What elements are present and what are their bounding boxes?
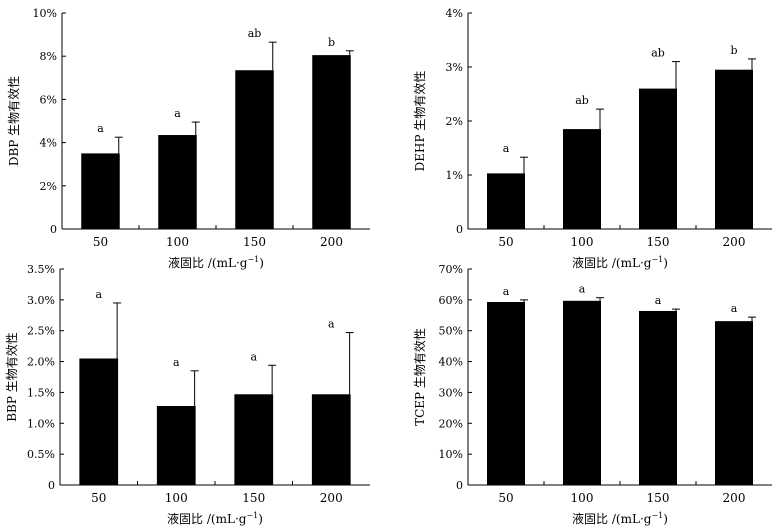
x-tick-label: 100 [571,235,594,249]
y-tick-label: 3.5% [27,263,55,276]
y-tick-label: 50% [439,325,463,338]
significance-letter: b [328,36,335,49]
y-tick-label: 8% [40,50,57,63]
bar [563,300,601,485]
y-tick-label: 2.5% [27,325,55,338]
x-tick-label: 200 [320,235,343,249]
y-tick-label: 0 [50,223,57,236]
x-tick-label: 100 [166,235,189,249]
bar [639,310,677,485]
y-tick-label: 10% [33,7,57,20]
bar [156,406,196,485]
y-tick-label: 1.0% [27,417,55,430]
x-tick-label: 50 [498,235,513,249]
x-tick-label: 150 [647,491,670,505]
panel-bbp: 0 0.5% 1.0% 1.5% 2.0% 2.5% 3.0% 3.5% a 50 a 100 a 150… [4,263,370,526]
x-tick-label: 50 [93,235,108,249]
x-axis-title: 液固比 /(mL·g−1) [572,511,668,526]
x-tick-label: 100 [571,491,594,505]
y-tick-label: 0 [48,479,55,492]
x-tick-label: 200 [320,491,343,505]
significance-letter: a [503,285,510,298]
y-axis-title: TCEP 生物有效性 [412,328,427,426]
y-tick-label: 3.0% [27,294,55,307]
y-tick-label: 70% [439,263,463,276]
y-axis-title: DEHP 生物有效性 [412,71,427,172]
x-tick-label: 50 [91,491,106,505]
y-tick-label: 60% [439,294,463,307]
x-tick-label: 150 [243,235,266,249]
significance-letter: b [730,44,737,57]
bar [79,358,119,485]
significance-letter: a [97,122,104,135]
panel-dehp: 0 1% 2% 3% 4% a 50 ab 100 ab 150 b 200 液固比 /(mL·g−1) D… [412,7,772,270]
y-tick-label: 4% [40,137,57,150]
x-axis-title: 液固比 /(mL·g−1) [168,255,264,270]
x-axis-title: 液固比 /(mL·g−1) [572,255,668,270]
x-tick-label: 50 [498,491,513,505]
y-tick-label: 0.5% [27,448,55,461]
y-tick-label: 20% [439,417,463,430]
bar [311,394,351,485]
significance-letter: a [250,350,257,363]
significance-letter: a [731,302,738,315]
bar [234,394,274,485]
y-tick-label: 0 [456,223,463,236]
significance-letter: a [173,356,180,369]
y-tick-label: 40% [439,356,463,369]
significance-letter: ab [248,27,262,40]
y-axis-title: DBP 生物有效性 [6,76,21,166]
significance-letter: a [95,288,102,301]
panel-dbp: 0 2% 4% 6% 8% 10% a 50 a 100 ab 150 b 200 液固比 /(mL·g−1… [6,7,370,270]
significance-letter: a [503,142,510,155]
y-axis-title: BBP 生物有效性 [4,332,19,422]
significance-letter: a [579,283,586,296]
y-tick-label: 1% [446,169,463,182]
bar [487,173,525,229]
x-tick-label: 150 [242,491,265,505]
x-tick-label: 150 [647,235,670,249]
y-tick-label: 2% [446,115,463,128]
x-tick-label: 200 [723,235,746,249]
bar [563,129,601,229]
bar [312,55,351,230]
x-tick-label: 100 [165,491,188,505]
significance-letter: a [655,294,662,307]
bar [715,321,753,485]
bar [235,70,274,230]
bar [158,135,197,229]
y-tick-label: 6% [40,93,57,106]
y-tick-label: 2% [40,180,57,193]
y-tick-label: 30% [439,386,463,399]
y-tick-label: 4% [446,7,463,20]
bar [81,153,120,229]
y-tick-label: 1.5% [27,386,55,399]
significance-letter: ab [651,47,665,60]
y-tick-label: 10% [439,448,463,461]
significance-letter: a [174,107,181,120]
significance-letter: ab [575,94,589,107]
significance-letter: a [328,318,335,331]
panel-tcep: 0 10% 20% 30% 40% 50% 60% 70% a 50 a 100 a 150 a 200 液固比… [412,263,772,526]
y-tick-label: 3% [446,61,463,74]
x-axis-title: 液固比 /(mL·g−1) [167,511,263,526]
y-tick-label: 2.0% [27,356,55,369]
bar [639,88,677,229]
x-tick-label: 200 [723,491,746,505]
bar [715,69,753,229]
y-tick-label: 0 [456,479,463,492]
bar [487,302,525,485]
